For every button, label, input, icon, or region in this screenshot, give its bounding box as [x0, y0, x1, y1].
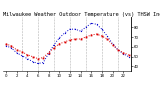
- Text: Milwaukee Weather Outdoor Temperature (vs) THSW Index per Hour (Last 24 Hours): Milwaukee Weather Outdoor Temperature (v…: [3, 12, 160, 17]
